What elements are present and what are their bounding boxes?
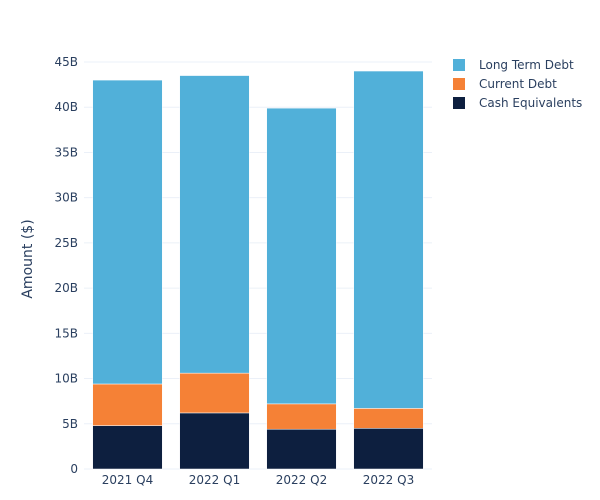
- legend-item-current-debt[interactable]: Current Debt: [453, 77, 557, 91]
- legend-swatch: [453, 59, 465, 71]
- y-tick-label: 25B: [54, 236, 78, 250]
- y-tick-label: 0: [70, 462, 78, 476]
- bar-long-term-debt-2022-q2[interactable]: [266, 107, 337, 405]
- legend-swatch: [453, 78, 465, 90]
- legend-item-cash-equivalents[interactable]: Cash Equivalents: [453, 96, 582, 110]
- bar-cash-equivalents-2022-q2[interactable]: [266, 428, 337, 470]
- y-tick-label: 30B: [54, 191, 78, 205]
- legend[interactable]: Long Term Debt Current Debt Cash Equivalen…: [453, 58, 582, 110]
- bar-current-debt-2022-q3[interactable]: [353, 408, 424, 429]
- bar-cash-equivalents-2022-q1[interactable]: [179, 412, 250, 470]
- bar-current-debt-2022-q2[interactable]: [266, 403, 337, 430]
- bar-cash-equivalents-2021-q4[interactable]: [92, 425, 163, 470]
- bar-long-term-debt-2022-q3[interactable]: [353, 70, 424, 409]
- x-tick-label: 2022 Q2: [276, 473, 327, 487]
- y-tick-label: 20B: [54, 281, 78, 295]
- bars: [92, 70, 424, 470]
- legend-label: Long Term Debt: [479, 58, 574, 72]
- y-tick-label: 15B: [54, 326, 78, 340]
- bar-cash-equivalents-2022-q3[interactable]: [353, 428, 424, 470]
- bar-long-term-debt-2021-q4[interactable]: [92, 79, 163, 385]
- legend-label: Cash Equivalents: [479, 96, 582, 110]
- y-tick-label: 40B: [54, 100, 78, 114]
- legend-swatch: [453, 97, 465, 109]
- y-tick-label: 35B: [54, 145, 78, 159]
- legend-label: Current Debt: [479, 77, 557, 91]
- legend-item-long-term-debt[interactable]: Long Term Debt: [453, 58, 574, 72]
- y-axis-title: Amount ($): [20, 219, 36, 298]
- x-tick-label: 2022 Q3: [363, 473, 414, 487]
- x-tick-label: 2021 Q4: [102, 473, 153, 487]
- y-tick-label: 45B: [54, 55, 78, 69]
- bar-current-debt-2022-q1[interactable]: [179, 372, 250, 414]
- bar-long-term-debt-2022-q1[interactable]: [179, 75, 250, 374]
- y-axis-ticks: 0 5B 10B 15B 20B 25B 30B 35B 40B 45B: [54, 55, 78, 476]
- bar-current-debt-2021-q4[interactable]: [92, 383, 163, 426]
- y-tick-label: 5B: [62, 417, 78, 431]
- x-tick-label: 2022 Q1: [189, 473, 240, 487]
- x-axis-ticks: 2021 Q4 2022 Q1 2022 Q2 2022 Q3: [102, 473, 414, 487]
- y-tick-label: 10B: [54, 372, 78, 386]
